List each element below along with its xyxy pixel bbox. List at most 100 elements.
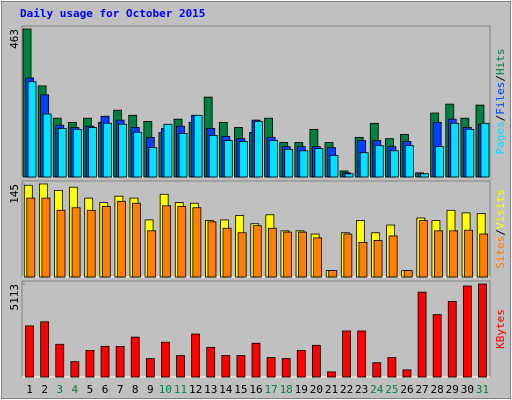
bar bbox=[177, 206, 187, 278]
bar bbox=[329, 155, 339, 178]
bar bbox=[343, 233, 353, 278]
bar bbox=[296, 350, 306, 378]
legend-entry: Pages bbox=[494, 121, 507, 154]
bar bbox=[163, 123, 173, 178]
bar bbox=[130, 336, 140, 378]
bar bbox=[162, 205, 172, 278]
bar bbox=[133, 131, 143, 178]
bar bbox=[418, 220, 428, 278]
x-tick-label: 13 bbox=[204, 383, 217, 396]
bar bbox=[223, 140, 233, 178]
bar bbox=[358, 241, 368, 278]
bar bbox=[101, 206, 111, 278]
bar bbox=[148, 147, 158, 178]
bar bbox=[252, 225, 262, 278]
x-tick-label: 24 bbox=[370, 383, 384, 396]
bar bbox=[447, 300, 457, 378]
bar bbox=[237, 232, 247, 278]
bar bbox=[464, 229, 474, 278]
x-tick-label: 17 bbox=[264, 383, 277, 396]
legend-separator: / bbox=[494, 229, 507, 236]
bar bbox=[251, 342, 261, 378]
bar bbox=[283, 231, 292, 278]
x-tick-label: 26 bbox=[400, 383, 413, 396]
x-tick-label: 3 bbox=[56, 383, 63, 396]
legend-entry: Visits bbox=[494, 189, 507, 229]
bar bbox=[432, 314, 442, 378]
bar bbox=[26, 197, 36, 278]
bar bbox=[176, 355, 185, 378]
bar bbox=[178, 133, 188, 178]
bar bbox=[71, 207, 81, 278]
x-tick-label: 7 bbox=[117, 383, 124, 396]
bar bbox=[420, 173, 429, 178]
bar bbox=[132, 202, 141, 278]
bar bbox=[313, 237, 323, 278]
bar bbox=[465, 128, 475, 178]
y-tick-label: 5113 bbox=[8, 284, 21, 311]
bar bbox=[115, 345, 125, 378]
bar bbox=[254, 120, 263, 178]
bar bbox=[208, 135, 218, 178]
x-tick-label: 21 bbox=[325, 383, 338, 396]
x-tick-label: 1 bbox=[26, 383, 33, 396]
bar bbox=[449, 230, 458, 278]
bar bbox=[342, 330, 351, 378]
legend: Sites/Visits bbox=[494, 189, 507, 269]
x-tick-label: 15 bbox=[234, 383, 247, 396]
chart-title: Daily usage for October 2015 bbox=[20, 7, 205, 20]
x-tick-label: 27 bbox=[415, 383, 428, 396]
legend: Pages/Files/Hits bbox=[494, 49, 507, 155]
bar bbox=[145, 358, 155, 378]
bar bbox=[417, 291, 427, 378]
bar bbox=[372, 362, 382, 378]
bar bbox=[479, 233, 489, 278]
x-tick-label: 23 bbox=[355, 383, 368, 396]
bar bbox=[206, 346, 216, 378]
bar bbox=[100, 345, 110, 378]
x-tick-label: 2 bbox=[41, 383, 48, 396]
bar bbox=[373, 240, 383, 278]
bar bbox=[267, 227, 277, 278]
x-tick-label: 16 bbox=[249, 383, 262, 396]
bar bbox=[236, 355, 246, 378]
bar bbox=[86, 209, 96, 278]
bar bbox=[435, 146, 445, 178]
x-tick-label: 18 bbox=[280, 383, 293, 396]
y-tick-label: 145 bbox=[8, 184, 21, 204]
bar bbox=[222, 227, 232, 278]
bar bbox=[56, 209, 66, 278]
bar bbox=[387, 357, 397, 378]
bar bbox=[403, 270, 413, 278]
bar bbox=[40, 321, 50, 378]
bar bbox=[103, 122, 112, 178]
bar bbox=[389, 150, 399, 178]
bar bbox=[344, 173, 354, 178]
x-tick-label: 4 bbox=[72, 383, 79, 396]
bar bbox=[327, 371, 336, 378]
bar bbox=[88, 127, 97, 178]
bar bbox=[311, 344, 321, 378]
bar bbox=[478, 283, 487, 378]
bar bbox=[388, 235, 398, 278]
x-tick-label: 19 bbox=[295, 383, 308, 396]
bar bbox=[57, 128, 67, 178]
legend-entry: Hits bbox=[494, 49, 507, 76]
bar bbox=[85, 350, 95, 378]
x-tick-label: 12 bbox=[189, 383, 202, 396]
bar bbox=[193, 114, 203, 178]
x-tick-label: 8 bbox=[132, 383, 139, 396]
bar bbox=[314, 148, 324, 178]
bar bbox=[328, 270, 338, 278]
bar bbox=[207, 221, 217, 278]
bar bbox=[266, 357, 276, 378]
legend-entry: KBytes bbox=[494, 309, 507, 349]
bar bbox=[191, 333, 201, 378]
x-tick-label: 30 bbox=[461, 383, 474, 396]
bar bbox=[359, 152, 369, 178]
x-tick-label: 31 bbox=[476, 383, 489, 396]
legend: KBytes bbox=[494, 309, 507, 349]
bar bbox=[42, 113, 52, 178]
x-tick-label: 28 bbox=[431, 383, 444, 396]
